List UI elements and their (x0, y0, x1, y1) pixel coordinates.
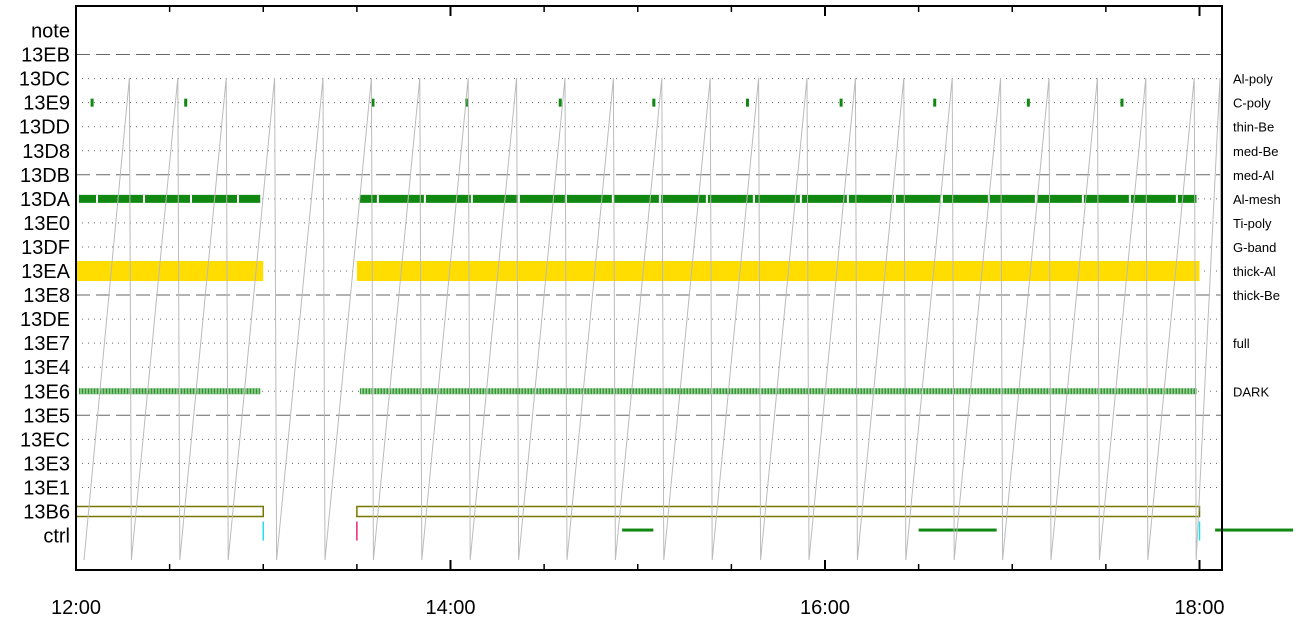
x-tick-label: 16:00 (800, 597, 850, 619)
al-mesh-gap (940, 194, 943, 203)
al-mesh-gap (96, 194, 98, 203)
c-poly-mark (558, 98, 562, 107)
right-row-label: G-band (1233, 240, 1276, 255)
right-row-label: Al-poly (1233, 72, 1273, 87)
axis-ticks (75, 6, 1201, 570)
c-poly-mark (745, 98, 749, 107)
plot-frame (75, 5, 1223, 571)
row-label: 13DA (20, 189, 71, 211)
al-mesh-gap (470, 194, 473, 203)
row-label: 13B6 (23, 502, 70, 524)
x-tick-label: 14:00 (425, 597, 475, 619)
al-mesh-gap (893, 194, 896, 203)
dark-bar (359, 388, 1197, 395)
row-label: 13E0 (23, 213, 70, 235)
x-tick-label: 18:00 (1174, 597, 1224, 619)
al-mesh-gap (376, 194, 379, 203)
al-mesh-gap (190, 194, 192, 203)
c-poly-mark (1026, 98, 1030, 107)
al-mesh-gap (705, 194, 708, 203)
row-label: 13D8 (22, 141, 70, 163)
c-poly-mark (90, 98, 94, 107)
thick-al-bar (356, 261, 1200, 281)
c-poly-mark (1120, 98, 1124, 107)
data-marks (75, 98, 1294, 541)
row-label: 13DF (21, 237, 70, 259)
right-row-label: DARK (1233, 384, 1269, 399)
row-label: 13DD (19, 117, 70, 139)
al-mesh-gap (1128, 194, 1131, 203)
right-row-label: C-poly (1233, 96, 1271, 111)
row-labels: note13EB13DC13E913DD13D813DB13DA13E013DF… (19, 21, 71, 548)
row-label: 13E8 (23, 285, 70, 307)
right-row-label: thick-Be (1233, 288, 1280, 303)
row-label: 13E6 (23, 381, 70, 403)
box-13B6 (356, 505, 1201, 518)
ctrl-bar (918, 528, 997, 532)
al-mesh-bar (359, 194, 1197, 203)
al-mesh-gap (1081, 194, 1084, 203)
row-label: 13EB (21, 45, 70, 67)
row-label: 13E3 (23, 453, 70, 475)
al-mesh-gap (1034, 194, 1037, 203)
row-label: 13E9 (23, 93, 70, 115)
trace-path (83, 77, 1223, 561)
al-mesh-gap (517, 194, 520, 203)
right-row-label: full (1233, 336, 1250, 351)
al-mesh-gap (237, 194, 239, 203)
c-poly-mark (933, 98, 937, 107)
al-mesh-gap (1175, 194, 1178, 203)
right-row-label: thick-Al (1233, 264, 1276, 279)
right-row-label: med-Be (1233, 144, 1279, 159)
right-row-label: Al-mesh (1233, 192, 1281, 207)
x-tick-label: 12:00 (51, 597, 101, 619)
row-label: 13E4 (23, 357, 70, 379)
al-mesh-gap (143, 194, 145, 203)
right-row-label: Ti-poly (1233, 216, 1272, 231)
row-label: 13DB (20, 165, 70, 187)
box-13B6 (75, 505, 264, 518)
row-label: 13EC (20, 429, 70, 451)
ctrl-bar (1215, 528, 1294, 532)
right-row-label: med-Al (1233, 168, 1274, 183)
al-mesh-gap (611, 194, 614, 203)
al-mesh-gap (658, 194, 661, 203)
c-poly-mark (839, 98, 843, 107)
sawtooth-trace (83, 77, 1223, 561)
al-mesh-bar (79, 194, 261, 203)
right-labels: Al-poly C-poly thin-Be med-Be med-Al Al-mesh T… (1233, 72, 1281, 400)
row-label: 13E7 (23, 333, 70, 355)
c-poly-mark (652, 98, 656, 107)
row-label: note (31, 21, 70, 43)
row-label: 13E1 (23, 477, 70, 499)
c-poly-mark (371, 98, 375, 107)
al-mesh-gap (752, 194, 755, 203)
row-label: 13EA (21, 261, 71, 283)
right-row-label: thin-Be (1233, 120, 1274, 135)
thick-al-bar (76, 261, 264, 281)
al-mesh-gap (799, 194, 802, 203)
al-mesh-gap (846, 194, 849, 203)
ctrl-bar (622, 528, 654, 532)
row-label: 13E5 (23, 405, 70, 427)
row-label: 13DE (20, 309, 70, 331)
row-label: ctrl (43, 526, 70, 548)
al-mesh-gap (423, 194, 426, 203)
c-poly-mark (465, 98, 469, 107)
row-label: 13DC (19, 69, 70, 91)
c-poly-mark (184, 98, 188, 107)
dark-bar (79, 388, 261, 395)
